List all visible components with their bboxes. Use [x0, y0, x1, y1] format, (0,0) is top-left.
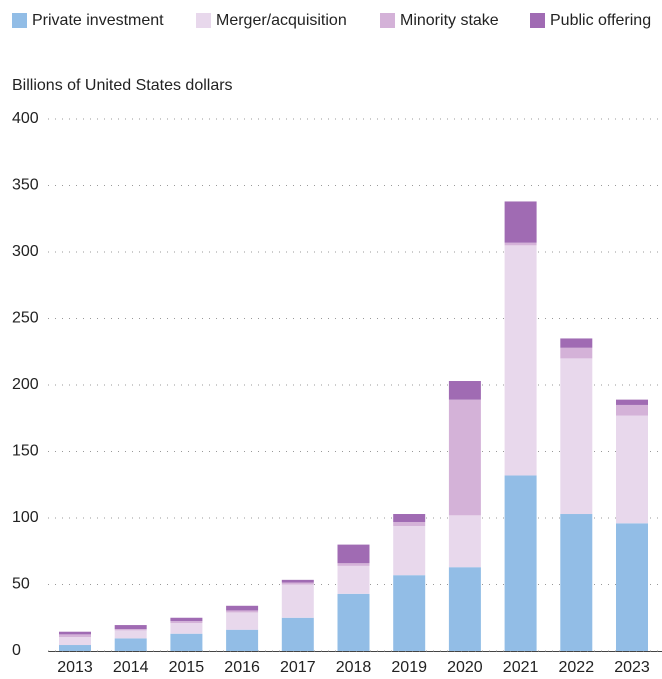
- bar-segment: [59, 631, 91, 635]
- bar-segment: [504, 475, 537, 651]
- legend-label: Public offering: [550, 12, 651, 29]
- y-tick-label: 250: [12, 310, 39, 327]
- bar-segment: [226, 605, 259, 611]
- x-tick-label: 2015: [169, 659, 205, 676]
- bar-segment: [560, 347, 593, 359]
- y-tick-label: 100: [12, 509, 39, 526]
- legend-label: Private investment: [32, 12, 164, 29]
- bar-segment: [448, 515, 481, 568]
- bar-segment: [59, 634, 91, 638]
- bar-segment: [393, 521, 426, 526]
- bar-segment: [226, 612, 259, 630]
- x-tick-label: 2013: [57, 659, 93, 676]
- legend-swatch: [530, 13, 545, 28]
- bar-segment: [114, 638, 147, 651]
- y-tick-label: 0: [12, 642, 21, 659]
- legend-swatch: [380, 13, 395, 28]
- bar-segment: [114, 630, 147, 639]
- bar-segment: [616, 415, 648, 524]
- x-tick-label: 2018: [336, 659, 372, 676]
- bar-segment: [281, 579, 314, 583]
- x-tick-label: 2020: [447, 659, 483, 676]
- bar-segment: [616, 399, 648, 405]
- y-tick-label: 300: [12, 243, 39, 260]
- bar-segment: [393, 575, 426, 651]
- y-tick-label: 350: [12, 177, 39, 194]
- bar-segment: [170, 633, 203, 651]
- bar-segment: [560, 514, 593, 651]
- bar-segment: [337, 544, 370, 564]
- y-tick-label: 150: [12, 443, 39, 460]
- bar-segment: [504, 245, 537, 476]
- bar-segment: [170, 617, 203, 622]
- bar-segment: [170, 621, 203, 624]
- bar-segment: [337, 593, 370, 651]
- bar-segment: [114, 629, 147, 631]
- bar-segment: [170, 623, 203, 634]
- bar-segment: [504, 242, 537, 246]
- legend-label: Merger/acquisition: [216, 12, 347, 29]
- legend-label: Minority stake: [400, 12, 499, 29]
- bar-segment: [59, 637, 91, 646]
- y-tick-label: 50: [12, 576, 30, 593]
- bar-segment: [504, 201, 537, 243]
- bar-segment: [448, 567, 481, 651]
- bar-segment: [59, 645, 91, 651]
- bar-segment: [560, 358, 593, 515]
- bar-segment: [281, 617, 314, 651]
- legend-swatch: [12, 13, 27, 28]
- bar-segment: [114, 625, 147, 630]
- x-tick-label: 2023: [614, 659, 650, 676]
- legend-swatch: [196, 13, 211, 28]
- x-tick-label: 2021: [503, 659, 539, 676]
- x-tick-label: 2017: [280, 659, 316, 676]
- bar-segment: [448, 399, 481, 516]
- bar-segment: [560, 338, 593, 348]
- bar-segment: [393, 525, 426, 576]
- bar-segment: [616, 523, 648, 651]
- x-tick-label: 2022: [559, 659, 595, 676]
- bar-segment: [337, 563, 370, 566]
- bar-segment: [616, 404, 648, 416]
- x-tick-label: 2016: [224, 659, 260, 676]
- bar-segment: [226, 629, 259, 651]
- bar-segment: [281, 584, 314, 618]
- bar-segment: [226, 610, 259, 613]
- bar-segment: [337, 565, 370, 594]
- y-tick-label: 200: [12, 376, 39, 393]
- bar-segment: [393, 514, 426, 522]
- x-tick-label: 2019: [391, 659, 427, 676]
- y-tick-label: 400: [12, 110, 39, 127]
- bar-segment: [448, 381, 481, 400]
- chart-subtitle: Billions of United States dollars: [12, 77, 233, 94]
- bar-segment: [281, 582, 314, 585]
- x-tick-label: 2014: [113, 659, 149, 676]
